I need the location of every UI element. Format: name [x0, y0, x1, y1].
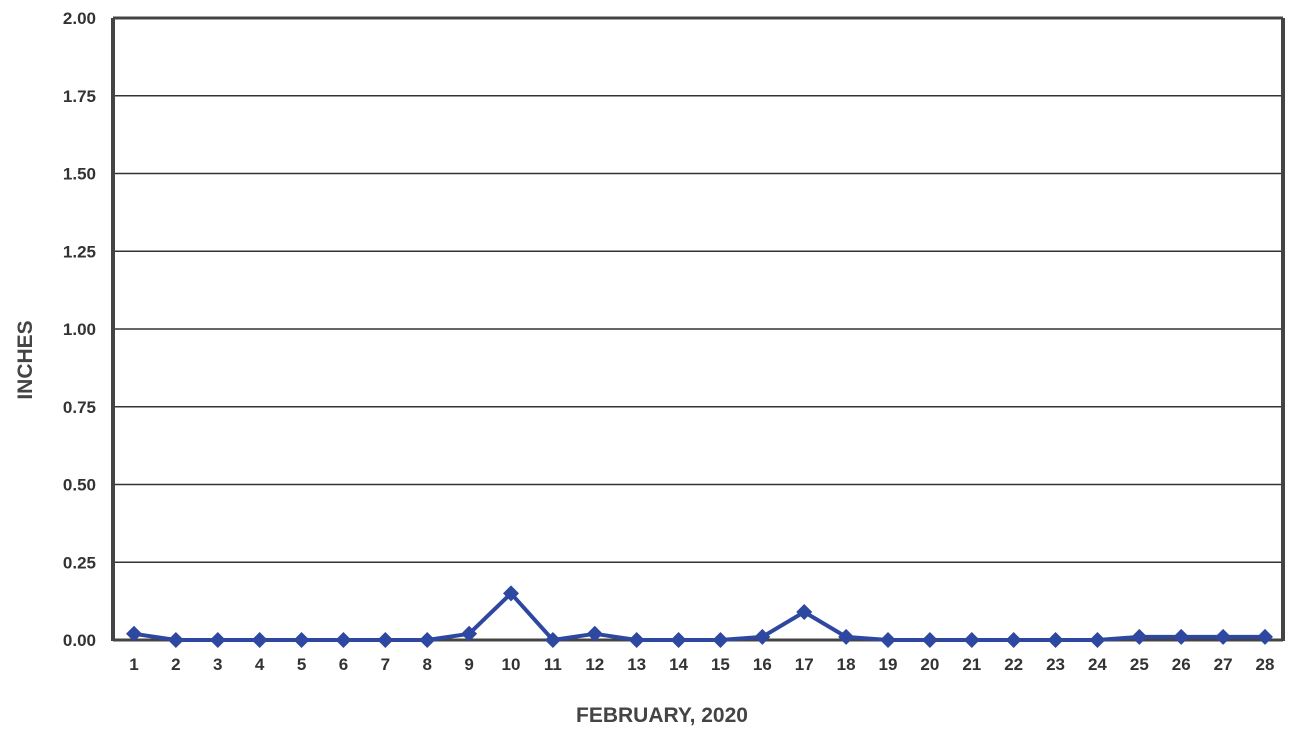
data-point-marker: [126, 625, 142, 642]
x-tick-label: 26: [1172, 655, 1191, 674]
data-point-marker: [586, 625, 603, 642]
x-tick-label: 3: [213, 655, 222, 674]
x-tick-label: 6: [339, 655, 348, 674]
x-tick-label: 8: [422, 655, 431, 674]
data-point-marker: [1257, 628, 1273, 645]
data-point-marker: [670, 632, 687, 648]
data-point-marker: [209, 632, 226, 648]
y-axis-title: INCHES: [14, 320, 37, 399]
x-axis-title: FEBRUARY, 2020: [576, 704, 748, 727]
gridlines: [113, 95, 1283, 563]
data-point-marker: [1005, 632, 1022, 648]
data-point-marker: [503, 585, 519, 602]
data-point-marker: [712, 632, 729, 648]
x-tick-label: 18: [837, 655, 856, 674]
data-point-marker: [544, 632, 561, 648]
x-tick-label: 4: [255, 655, 265, 674]
y-tick-label: 1.25: [63, 242, 96, 261]
x-tick-label: 10: [502, 655, 521, 674]
x-tick-label: 13: [627, 655, 646, 674]
data-point-marker: [963, 632, 980, 648]
data-point-marker: [1089, 632, 1106, 648]
data-point-marker: [167, 632, 184, 648]
x-tick-label: 17: [795, 655, 814, 674]
data-point-marker: [628, 632, 645, 648]
x-tick-label: 28: [1256, 655, 1275, 674]
y-tick-label: 1.00: [63, 320, 96, 339]
x-tick-label: 9: [464, 655, 473, 674]
x-tick-label: 25: [1130, 655, 1149, 674]
data-markers: [126, 585, 1273, 648]
x-tick-label: 15: [711, 655, 730, 674]
y-tick-label: 1.50: [63, 165, 96, 184]
data-point-marker: [1131, 628, 1148, 645]
y-tick-label: 0.00: [63, 631, 96, 650]
data-point-marker: [293, 632, 310, 648]
data-point-marker: [1047, 632, 1064, 648]
y-tick-label: 2.00: [63, 9, 96, 28]
x-tick-label: 16: [753, 655, 772, 674]
data-point-marker: [838, 628, 855, 645]
data-point-marker: [1173, 628, 1190, 645]
x-tick-label: 24: [1088, 655, 1107, 674]
x-tick-label: 14: [669, 655, 688, 674]
y-tick-label: 0.75: [63, 398, 96, 417]
x-tick-label: 5: [297, 655, 306, 674]
data-point-marker: [880, 632, 896, 648]
x-tick-label: 20: [920, 655, 939, 674]
x-tick-label: 21: [962, 655, 981, 674]
data-point-marker: [377, 632, 394, 648]
y-tick-label: 0.50: [63, 476, 96, 495]
x-tick-label: 1: [129, 655, 138, 674]
y-tick-label: 1.75: [63, 87, 96, 106]
x-axis-tick-labels: 1 2 3 4 5 6 7 8 9 10 11 12 13 14 15 16 17 18 19 20 21 22 23 24 2…: [129, 655, 1274, 674]
x-tick-label: 27: [1214, 655, 1233, 674]
series-line: [133, 591, 1265, 642]
y-axis-tick-labels: 0.00 0.25 0.50 0.75 1.00 1.25 1.50 1.75 2.00: [63, 9, 96, 650]
data-point-marker: [461, 625, 478, 642]
x-tick-label: 12: [585, 655, 604, 674]
x-tick-label: 11: [544, 655, 562, 674]
data-point-marker: [335, 632, 352, 648]
data-point-marker: [796, 604, 813, 621]
x-tick-label: 19: [879, 655, 898, 674]
x-tick-label: 7: [381, 655, 390, 674]
x-tick-label: 22: [1004, 655, 1023, 674]
data-point-marker: [251, 632, 268, 648]
data-point-marker: [921, 632, 938, 648]
data-point-marker: [754, 628, 771, 645]
x-tick-label: 23: [1046, 655, 1065, 674]
series-lines: [133, 591, 1265, 642]
y-tick-label: 0.25: [63, 553, 96, 572]
x-tick-label: 2: [171, 655, 180, 674]
data-point-marker: [1215, 628, 1232, 645]
data-point-marker: [419, 632, 436, 648]
